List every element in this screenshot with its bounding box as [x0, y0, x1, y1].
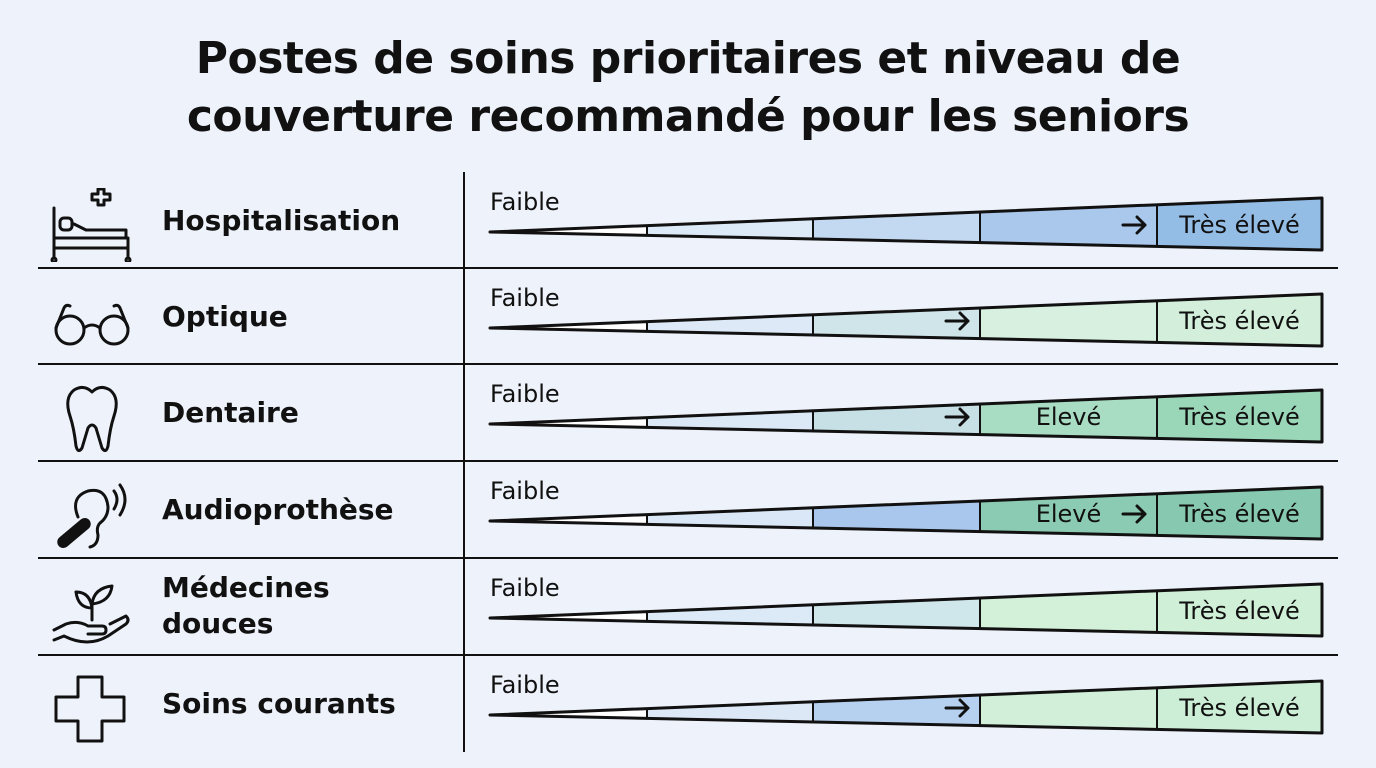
page-title: Postes de soins prioritaires et niveau d… [0, 30, 1376, 146]
row-hospitalisation: Hospitalisation Faible Très élevé [0, 174, 1376, 270]
row-label: Dentaire [162, 396, 299, 429]
row-label: Médecines douces [162, 570, 330, 642]
scale-mid-label: Elevé [1036, 500, 1102, 528]
arrow-right-icon [944, 698, 970, 718]
row-label: Audioprothèse [162, 493, 394, 526]
scale-high-label: Très élevé [1178, 211, 1300, 239]
wedge-outline [488, 582, 1324, 638]
row-label: Soins courants [162, 687, 396, 720]
row-divider [38, 267, 1338, 269]
medical-cross-icon [54, 675, 126, 743]
scale-low-label: Faible [490, 671, 560, 699]
coverage-wedge: Très élevé [488, 196, 1324, 252]
scale-high-label: Très élevé [1178, 500, 1300, 528]
row-label-line-1: Médecines [162, 571, 330, 604]
coverage-wedge: Très élevé Elevé [488, 485, 1324, 541]
row-soins-courants: Soins courants Faible Très élevé [0, 657, 1376, 753]
tooth-icon [66, 385, 118, 453]
row-divider [38, 460, 1338, 462]
row-divider [38, 363, 1338, 365]
row-optique: Optique Faible Très élevé [0, 270, 1376, 366]
row-label-line-2: douces [162, 607, 274, 640]
scale-high-label: Très élevé [1178, 694, 1300, 722]
scale-mid-label: Elevé [1036, 403, 1102, 431]
scale-low-label: Faible [490, 188, 560, 216]
row-label: Optique [162, 300, 288, 333]
coverage-wedge: Très élevé [488, 679, 1324, 735]
coverage-wedge: Très élevé [488, 292, 1324, 348]
arrow-right-icon [944, 311, 970, 331]
scale-high-label: Très élevé [1178, 403, 1300, 431]
scale-low-label: Faible [490, 574, 560, 602]
row-medecines-douces: Médecines douces Faible Très élevé [0, 560, 1376, 656]
row-divider [38, 557, 1338, 559]
arrow-right-icon [1121, 504, 1147, 524]
arrow-right-icon [944, 407, 970, 427]
row-audioprothese: Audioprothèse Faible Très élevé Elevé [0, 463, 1376, 559]
coverage-wedge: Très élevé Elevé [488, 388, 1324, 444]
plant-hand-icon [52, 584, 130, 644]
scale-low-label: Faible [490, 477, 560, 505]
title-line-1: Postes de soins prioritaires et niveau d… [195, 33, 1181, 84]
row-label: Hospitalisation [162, 204, 401, 237]
wedge-outline [488, 485, 1324, 541]
row-dentaire: Dentaire Faible Très élevé Elevé [0, 366, 1376, 462]
hospital-bed-icon [50, 188, 132, 262]
column-divider [463, 172, 465, 752]
title-line-2: couverture recommandé pour les seniors [186, 91, 1190, 142]
glasses-icon [54, 303, 130, 346]
scale-low-label: Faible [490, 284, 560, 312]
wedge-outline [488, 388, 1324, 444]
row-divider [38, 654, 1338, 656]
scale-low-label: Faible [490, 380, 560, 408]
hearing-aid-icon [57, 483, 127, 549]
wedge-outline [488, 292, 1324, 348]
scale-high-label: Très élevé [1178, 597, 1300, 625]
scale-high-label: Très élevé [1178, 307, 1300, 335]
arrow-right-icon [1121, 215, 1147, 235]
wedge-outline [488, 196, 1324, 252]
coverage-wedge: Très élevé [488, 582, 1324, 638]
wedge-outline [488, 679, 1324, 735]
